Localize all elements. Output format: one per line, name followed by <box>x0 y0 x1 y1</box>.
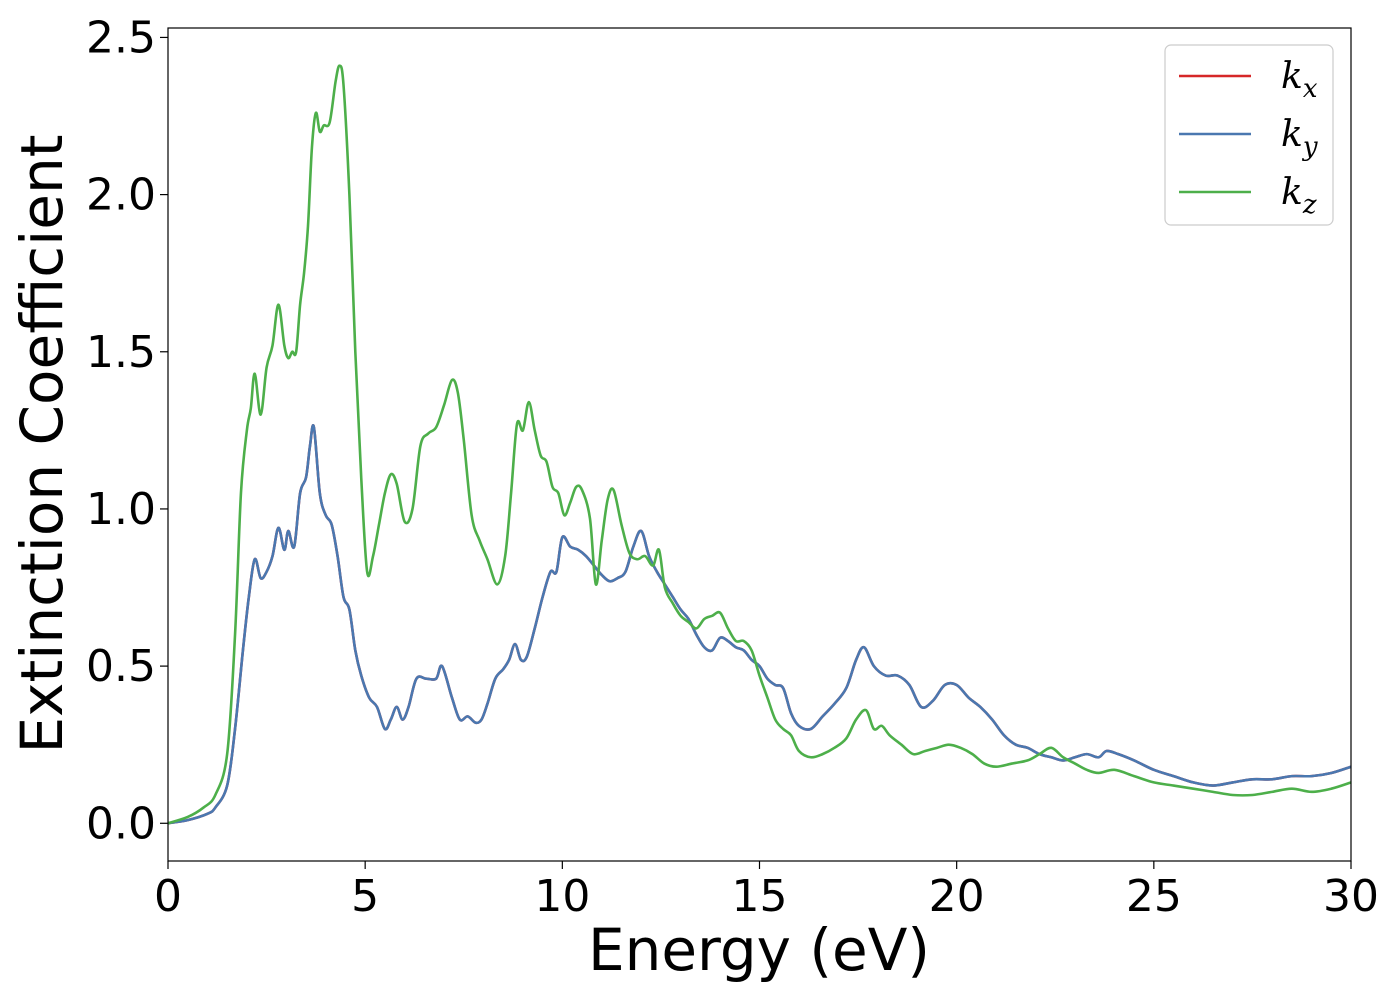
x-tick-label: 15 <box>732 871 788 922</box>
series-group <box>168 64 1351 825</box>
y-tick-label: 0.0 <box>86 798 156 849</box>
x-axis-label: Energy (eV) <box>588 916 930 984</box>
legend-label-subscript: x <box>1303 74 1318 104</box>
series-line-z <box>168 64 1351 825</box>
x-tick-label: 20 <box>929 871 985 922</box>
plot-area <box>168 28 1351 861</box>
legend-label-x: kx <box>1281 56 1318 104</box>
legend-label-y: ky <box>1281 114 1318 162</box>
legend-label-z: kz <box>1281 172 1317 220</box>
y-tick-label: 2.0 <box>86 170 156 221</box>
y-axis: 0.0 0.5 1.0 1.5 2.0 2.5 <box>86 12 168 849</box>
x-tick-label: 30 <box>1323 871 1379 922</box>
legend-label-subscript: y <box>1302 132 1318 162</box>
x-tick-label: 0 <box>154 871 182 922</box>
y-tick-label: 1.0 <box>86 484 156 535</box>
y-tick-label: 2.5 <box>86 12 156 63</box>
x-tick-label: 25 <box>1126 871 1182 922</box>
y-axis-label: Extinction Coefficient <box>8 135 76 754</box>
x-tick-label: 10 <box>534 871 590 922</box>
legend-label-base: k <box>1281 56 1303 97</box>
legend-label-subscript: z <box>1302 190 1317 220</box>
series-line-y <box>168 424 1351 825</box>
y-tick-label: 1.5 <box>86 327 156 378</box>
legend-label-base: k <box>1281 172 1303 213</box>
legend-label-base: k <box>1281 114 1303 155</box>
y-tick-label: 0.5 <box>86 641 156 692</box>
x-axis: 0 5 10 15 20 25 30 <box>154 861 1379 922</box>
x-tick-label: 5 <box>351 871 379 922</box>
